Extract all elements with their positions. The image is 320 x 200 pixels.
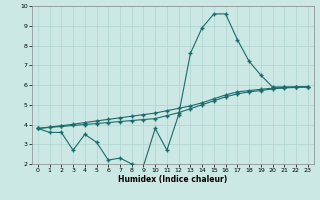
X-axis label: Humidex (Indice chaleur): Humidex (Indice chaleur) [118,175,228,184]
